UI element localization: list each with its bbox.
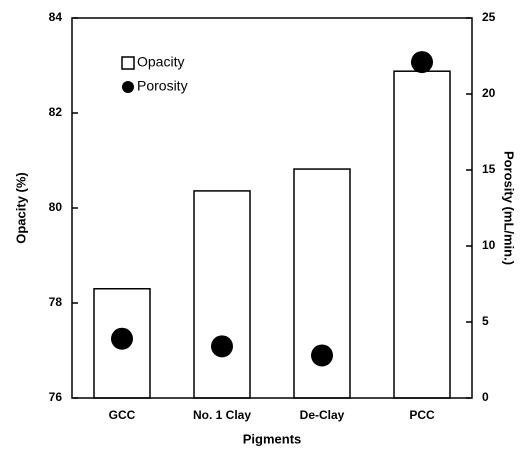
- y2-axis-title: Porosity (mL/min.): [502, 151, 517, 265]
- x-tick-label: De-Clay: [300, 408, 345, 422]
- y-tick-label: 82: [49, 105, 63, 119]
- y2-tick-label: 25: [482, 10, 496, 24]
- legend-text: Porosity: [137, 78, 188, 94]
- x-tick-label: GCC: [109, 408, 136, 422]
- y2-tick-label: 0: [482, 390, 489, 404]
- bar: [393, 70, 451, 399]
- point: [411, 51, 433, 74]
- y2-tick-label: 20: [482, 86, 496, 100]
- x-tick-label: PCC: [409, 408, 435, 422]
- point: [211, 335, 233, 358]
- legend-swatch: [121, 56, 135, 70]
- y2-tick-label: 10: [482, 238, 496, 252]
- x-tick-label: No. 1 Clay: [193, 408, 251, 422]
- y2-tick-label: 5: [482, 314, 489, 328]
- y2-tick-label: 15: [482, 162, 496, 176]
- y-axis-title: Opacity (%): [13, 172, 28, 244]
- y-tick-label: 78: [49, 295, 63, 309]
- point: [311, 344, 333, 367]
- legend-text: Opacity: [137, 54, 184, 70]
- y-tick-label: 84: [49, 10, 63, 24]
- y-tick-label: 76: [49, 390, 63, 404]
- plot-frame: [71, 17, 473, 399]
- bar: [193, 190, 251, 399]
- y-tick-label: 80: [49, 200, 63, 214]
- x-axis-title: Pigments: [243, 431, 302, 446]
- point: [111, 327, 133, 350]
- legend-swatch: [122, 81, 134, 93]
